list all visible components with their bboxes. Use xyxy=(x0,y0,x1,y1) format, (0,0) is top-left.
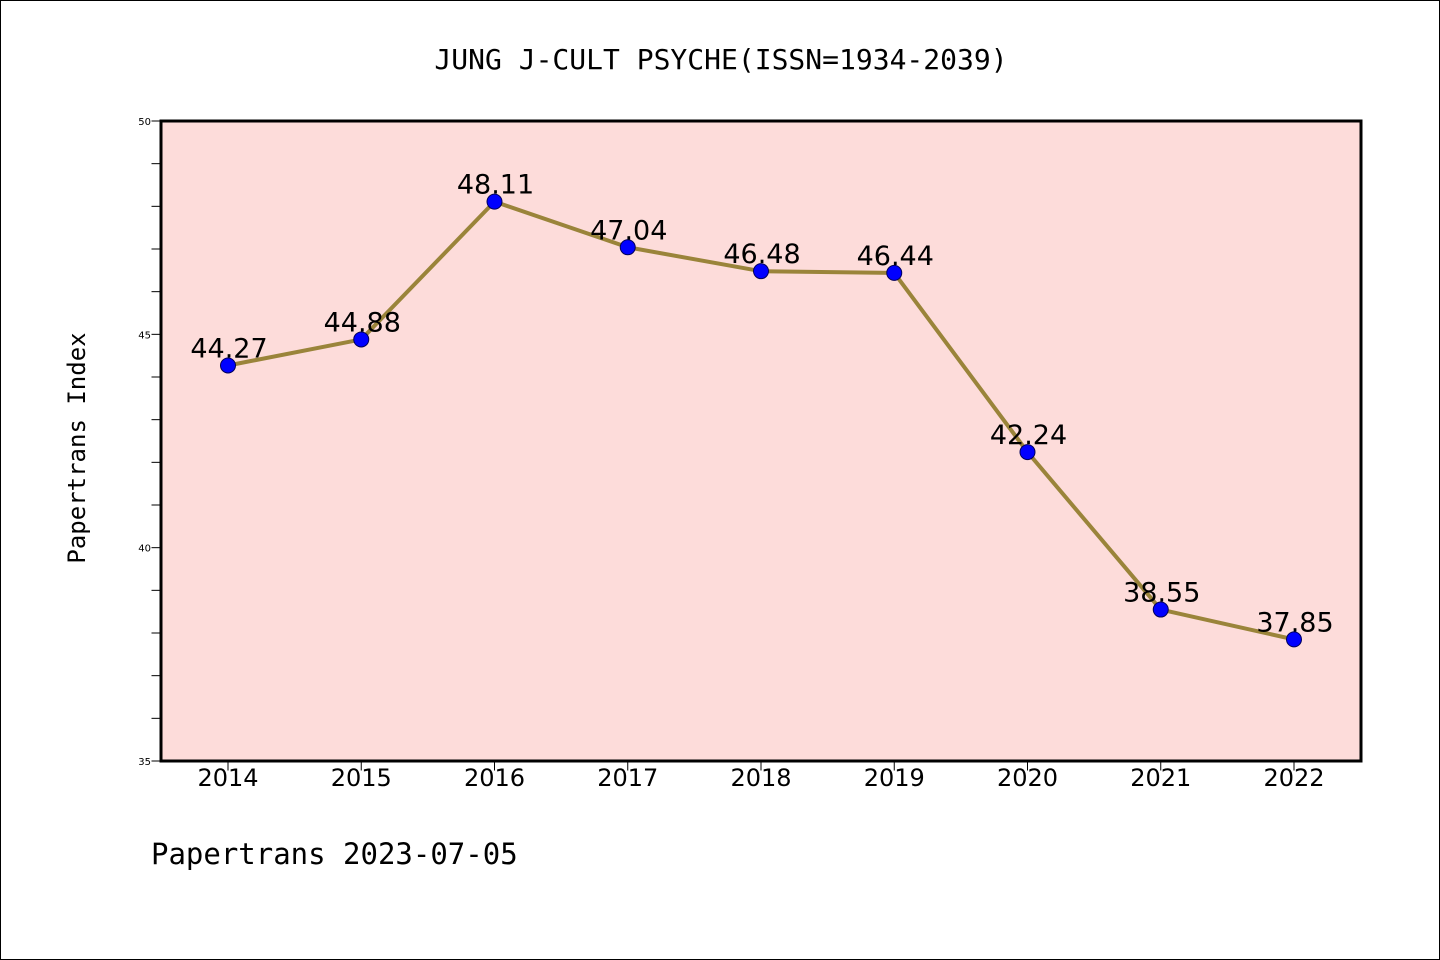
data-label: 37.85 xyxy=(1256,607,1333,638)
data-point xyxy=(486,193,503,210)
data-point xyxy=(1286,631,1302,648)
y-tick-label: 35 xyxy=(138,757,151,768)
y-axis-label: Papertrans Index xyxy=(63,332,91,563)
data-point xyxy=(886,264,903,281)
data-label: 46.48 xyxy=(723,239,800,270)
x-tick-label: 2022 xyxy=(1263,764,1324,792)
x-tick-label: 2014 xyxy=(197,764,258,792)
data-point xyxy=(753,263,769,280)
data-label: 44.88 xyxy=(324,307,401,338)
data-label: 44.27 xyxy=(190,333,267,364)
footer-date-stamp: Papertrans 2023-07-05 xyxy=(151,837,518,871)
chart-title: JUNG J-CULT PSYCHE(ISSN=1934-2039) xyxy=(434,43,1007,76)
data-point xyxy=(1152,601,1169,618)
y-axis: 35 40 45 50 xyxy=(138,117,160,768)
data-point xyxy=(619,239,636,256)
data-point xyxy=(220,357,236,374)
data-point xyxy=(1019,444,1036,461)
data-label: 38.55 xyxy=(1123,578,1200,609)
data-point xyxy=(353,331,370,348)
x-tick-label: 2016 xyxy=(464,764,525,792)
x-tick-label: 2019 xyxy=(864,764,925,792)
y-tick-label: 50 xyxy=(138,117,151,128)
y-tick-label: 40 xyxy=(138,544,151,555)
x-tick-label: 2021 xyxy=(1130,764,1191,792)
data-label: 46.44 xyxy=(857,241,934,272)
data-label: 48.11 xyxy=(457,170,534,201)
data-label: 42.24 xyxy=(990,420,1067,451)
x-axis: 2014 2015 2016 2017 2018 2019 2020 2021 2022 xyxy=(197,762,1325,792)
data-labels: 44.27 44.88 48.11 47.04 46.48 46.44 42.24 38.55… xyxy=(190,170,1333,639)
plot-area xyxy=(159,119,1363,763)
points-layer xyxy=(220,193,1302,648)
x-tick-label: 2015 xyxy=(331,764,392,792)
data-label: 47.04 xyxy=(590,215,667,246)
y-tick-label: 45 xyxy=(138,330,151,341)
x-tick-label: 2018 xyxy=(730,764,791,792)
x-tick-label: 2017 xyxy=(597,764,658,792)
x-tick-label: 2020 xyxy=(997,764,1058,792)
